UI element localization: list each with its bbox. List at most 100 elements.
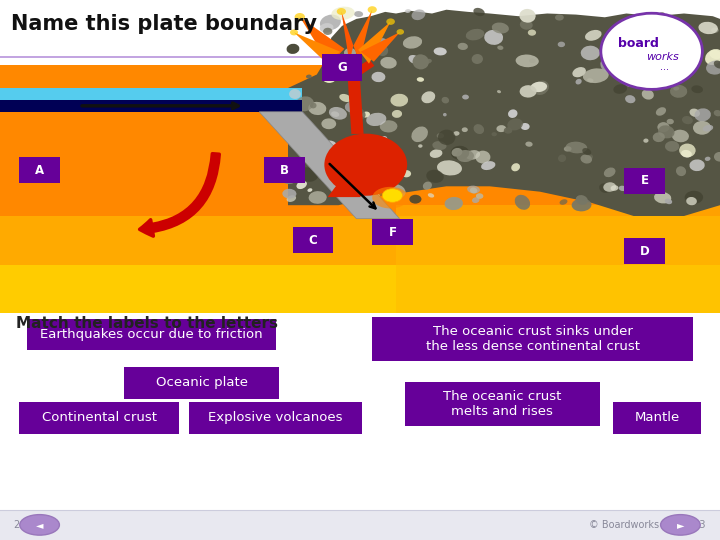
Ellipse shape: [673, 87, 679, 91]
Polygon shape: [294, 32, 341, 62]
Ellipse shape: [290, 29, 298, 36]
Ellipse shape: [362, 112, 370, 118]
Ellipse shape: [498, 45, 503, 50]
Ellipse shape: [372, 72, 385, 82]
Ellipse shape: [714, 110, 720, 116]
Ellipse shape: [359, 146, 372, 157]
FancyBboxPatch shape: [19, 402, 179, 434]
Ellipse shape: [306, 129, 321, 140]
Ellipse shape: [572, 199, 591, 211]
Ellipse shape: [432, 141, 446, 150]
Ellipse shape: [382, 136, 387, 141]
Ellipse shape: [706, 60, 720, 75]
FancyBboxPatch shape: [124, 367, 279, 399]
Ellipse shape: [297, 181, 307, 189]
Ellipse shape: [467, 186, 480, 193]
Ellipse shape: [376, 194, 379, 197]
Ellipse shape: [520, 85, 536, 98]
Text: B: B: [280, 164, 289, 177]
Ellipse shape: [386, 18, 395, 25]
Ellipse shape: [714, 152, 720, 161]
Ellipse shape: [329, 107, 347, 120]
Ellipse shape: [642, 89, 654, 99]
Ellipse shape: [424, 59, 432, 64]
Ellipse shape: [390, 94, 408, 106]
Bar: [0, 510, 720, 540]
FancyBboxPatch shape: [613, 402, 701, 434]
Ellipse shape: [418, 144, 423, 148]
Ellipse shape: [481, 161, 495, 170]
Ellipse shape: [519, 9, 536, 23]
Ellipse shape: [657, 122, 670, 132]
Ellipse shape: [308, 102, 326, 115]
Ellipse shape: [672, 130, 689, 142]
Ellipse shape: [558, 154, 566, 162]
Ellipse shape: [397, 29, 404, 35]
Ellipse shape: [330, 147, 345, 155]
Ellipse shape: [686, 197, 697, 205]
Ellipse shape: [322, 72, 336, 83]
Ellipse shape: [308, 127, 312, 130]
Ellipse shape: [476, 193, 483, 199]
Ellipse shape: [585, 30, 602, 41]
Ellipse shape: [325, 55, 349, 70]
Ellipse shape: [665, 199, 672, 204]
Ellipse shape: [405, 9, 410, 13]
Ellipse shape: [295, 96, 314, 111]
Ellipse shape: [626, 78, 639, 87]
Ellipse shape: [485, 30, 503, 45]
Ellipse shape: [294, 13, 305, 21]
Ellipse shape: [372, 187, 408, 208]
Ellipse shape: [496, 125, 506, 132]
Ellipse shape: [657, 23, 668, 31]
Text: Earthquakes occur due to friction: Earthquakes occur due to friction: [40, 328, 263, 341]
Ellipse shape: [472, 197, 480, 203]
Text: Name this plate boundary: Name this plate boundary: [11, 14, 317, 35]
Ellipse shape: [473, 8, 485, 16]
Ellipse shape: [654, 54, 666, 63]
Ellipse shape: [665, 141, 679, 152]
Ellipse shape: [433, 48, 446, 56]
Ellipse shape: [670, 85, 687, 98]
Polygon shape: [356, 59, 374, 75]
FancyBboxPatch shape: [624, 168, 665, 194]
Ellipse shape: [320, 15, 341, 30]
Ellipse shape: [392, 110, 402, 118]
Circle shape: [601, 13, 703, 89]
FancyBboxPatch shape: [322, 55, 362, 80]
Ellipse shape: [428, 193, 434, 198]
Bar: [0, 88, 302, 100]
Ellipse shape: [282, 189, 297, 199]
Ellipse shape: [581, 46, 600, 60]
Ellipse shape: [412, 9, 426, 20]
Ellipse shape: [626, 169, 640, 178]
Polygon shape: [274, 112, 389, 216]
Ellipse shape: [640, 27, 646, 31]
Ellipse shape: [441, 97, 449, 104]
Ellipse shape: [377, 171, 390, 180]
Text: The oceanic crust
melts and rises: The oceanic crust melts and rises: [443, 390, 562, 417]
Ellipse shape: [670, 40, 690, 54]
FancyBboxPatch shape: [27, 319, 276, 350]
Text: Explosive volcanoes: Explosive volcanoes: [208, 411, 343, 424]
Ellipse shape: [633, 33, 642, 42]
Ellipse shape: [658, 125, 675, 138]
Ellipse shape: [331, 6, 355, 20]
Ellipse shape: [462, 94, 469, 99]
Ellipse shape: [497, 90, 501, 93]
Ellipse shape: [408, 55, 420, 64]
Ellipse shape: [413, 55, 429, 70]
Ellipse shape: [323, 28, 333, 35]
Ellipse shape: [453, 131, 459, 136]
Ellipse shape: [320, 23, 333, 33]
Ellipse shape: [349, 176, 362, 185]
Ellipse shape: [526, 141, 533, 147]
Ellipse shape: [642, 64, 657, 73]
Ellipse shape: [667, 119, 674, 124]
Bar: [0, 216, 720, 313]
FancyBboxPatch shape: [19, 157, 60, 183]
Text: F: F: [388, 226, 397, 239]
FancyBboxPatch shape: [293, 227, 333, 253]
Ellipse shape: [297, 167, 318, 182]
Ellipse shape: [318, 148, 339, 162]
